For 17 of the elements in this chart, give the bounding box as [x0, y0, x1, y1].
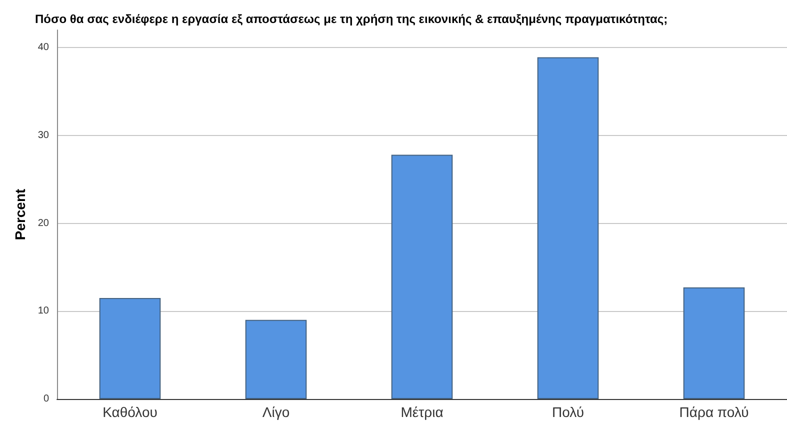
- y-tick-label: 40: [38, 42, 50, 54]
- bar: [99, 298, 161, 399]
- x-tick-label: Πολύ: [552, 404, 584, 420]
- x-tick-label: Πάρα πολύ: [679, 404, 749, 420]
- y-tick-label: 20: [38, 218, 50, 229]
- bar: [391, 154, 453, 399]
- bar: [537, 57, 599, 399]
- x-tick-label: Μέτρια: [400, 404, 444, 420]
- x-tick-label: Λίγο: [262, 404, 290, 420]
- x-tick-label: Καθόλου: [102, 404, 158, 420]
- y-axis-title: Percent: [12, 188, 28, 240]
- chart-title: Πόσο θα σας ενδιέφερε η εργασία εξ αποστάσεως με τη χρήση της εικονικής & επαυξημένης πραγματικότητας;: [35, 12, 668, 26]
- y-tick-label: 0: [43, 394, 50, 404]
- y-tick-label: 30: [38, 130, 50, 141]
- bar: [245, 320, 307, 399]
- bar: [683, 287, 745, 399]
- y-tick-label: 10: [38, 306, 50, 317]
